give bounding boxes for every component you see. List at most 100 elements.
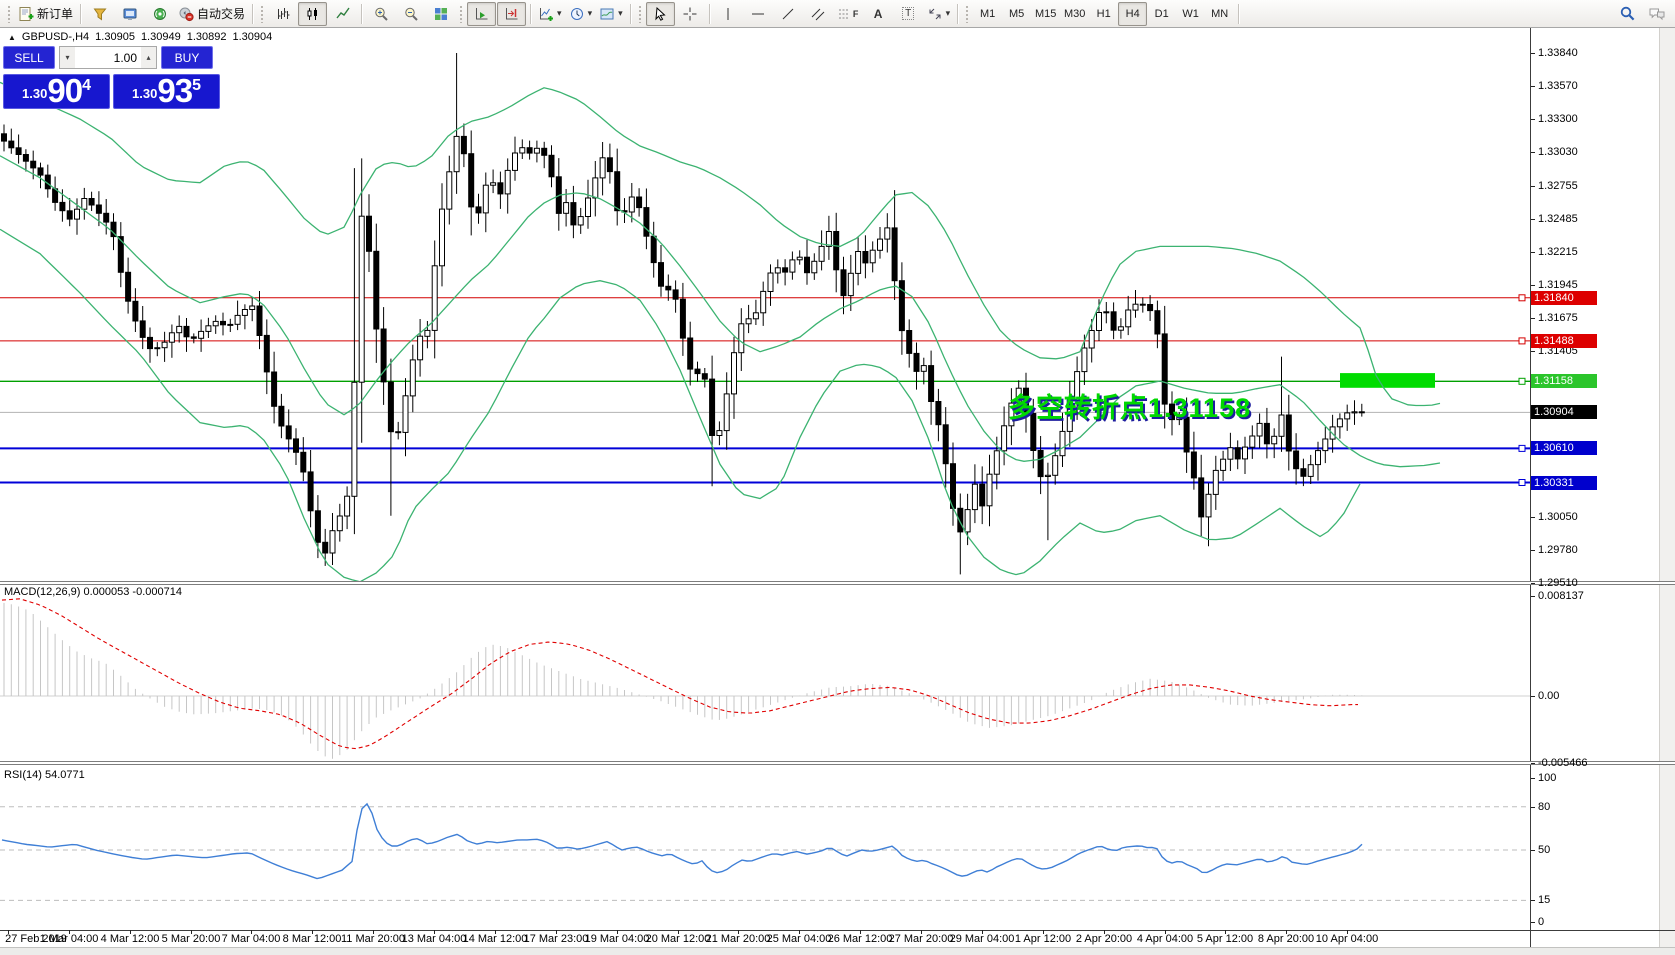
toolbar-grip[interactable]	[260, 4, 265, 23]
templates-button[interactable]: ▾	[596, 2, 626, 26]
timeframe-label: D1	[1154, 7, 1169, 20]
macd-axis-tick	[1531, 596, 1535, 597]
pane-divider[interactable]	[0, 761, 1675, 765]
timeframe-label: H1	[1096, 7, 1111, 20]
rsi-label: RSI(14) 54.0771	[4, 769, 85, 781]
timeframe-button-M5[interactable]: M5	[1002, 2, 1031, 26]
price-axis-tick	[1531, 53, 1535, 54]
toolbar-grip[interactable]	[459, 4, 464, 23]
price-axis-label: 1.29510	[1538, 577, 1578, 589]
window-scrollbar[interactable]	[1659, 28, 1675, 947]
zoom-in-button[interactable]	[366, 2, 395, 26]
volume-up-button[interactable]: ▴	[141, 47, 156, 68]
periods-caret-icon[interactable]: ▾	[587, 8, 593, 18]
rsi-axis-tick	[1531, 778, 1535, 779]
rsi-pane-canvas[interactable]	[0, 766, 1530, 930]
timeframe-button-H4[interactable]: H4	[1118, 1, 1148, 26]
time-axis-tick	[1225, 930, 1226, 934]
indicators-caret-icon[interactable]: ▾	[557, 8, 562, 18]
arrows-caret-icon[interactable]: ▾	[945, 8, 951, 18]
signal-button[interactable]	[145, 2, 174, 26]
funnel-icon	[92, 6, 108, 22]
timeframe-button-MN[interactable]: MN	[1205, 2, 1234, 26]
vertical-line-button[interactable]	[714, 2, 743, 26]
timeframe-button-W1[interactable]: W1	[1176, 2, 1205, 26]
price-axis-tick	[1531, 550, 1535, 551]
time-axis-tick	[556, 930, 557, 934]
rsi-axis-tick	[1531, 900, 1535, 901]
buy-button[interactable]: BUY	[161, 46, 213, 69]
auto-scroll-button[interactable]	[467, 1, 497, 26]
price-axis-tick	[1531, 285, 1535, 286]
chart-annotation-text[interactable]: 多空转折点1.31158	[1008, 393, 1252, 423]
tile-windows-button[interactable]	[426, 2, 455, 26]
sell-price-tile[interactable]: 1.30 90 4	[3, 74, 110, 109]
fibonacci-button[interactable]: F	[834, 2, 863, 26]
time-axis-label: 1 Apr 12:00	[1014, 933, 1072, 945]
candlestick-chart-button[interactable]	[298, 1, 328, 26]
cursor-button[interactable]	[645, 1, 675, 26]
bar-chart-icon	[275, 6, 291, 22]
volume-down-button[interactable]: ▾	[60, 47, 75, 68]
line-chart-button[interactable]	[328, 2, 357, 26]
tile-windows-icon	[433, 6, 449, 22]
clock-icon	[569, 6, 585, 22]
timeframe-button-D1[interactable]: D1	[1147, 2, 1176, 26]
timeframe-button-M15[interactable]: M15	[1031, 2, 1060, 26]
terminal-icon	[122, 6, 138, 22]
timeframe-button-M30[interactable]: M30	[1060, 2, 1089, 26]
toolbar-separator	[361, 3, 363, 24]
search-button[interactable]	[1613, 2, 1642, 26]
macd-pane-canvas[interactable]	[0, 585, 1530, 760]
hlines-layer[interactable]	[0, 297, 1530, 484]
pane-divider[interactable]	[0, 581, 1675, 585]
buy-price-tile[interactable]: 1.30 93 5	[113, 74, 220, 109]
timeframe-button-H1[interactable]: H1	[1089, 2, 1118, 26]
toolbar-grip[interactable]	[637, 4, 642, 23]
toolbar-grip[interactable]	[7, 4, 11, 23]
rsi-axis-label: 15	[1538, 894, 1551, 906]
time-axis-label: 1 Mar 04:00	[39, 933, 99, 945]
trendline-button[interactable]	[774, 2, 803, 26]
arrows-button[interactable]: ▾	[924, 2, 954, 26]
price-axis-label: 1.33030	[1538, 146, 1578, 158]
text-label-button[interactable]: T	[894, 2, 923, 26]
chart-shift-button[interactable]	[497, 1, 527, 26]
styler-button[interactable]	[85, 2, 114, 26]
time-axis-tick	[251, 930, 252, 934]
collapse-panel-icon[interactable]: ▲	[8, 32, 16, 42]
time-axis-label: 19 Mar 04:00	[584, 933, 650, 945]
templates-caret-icon[interactable]: ▾	[618, 8, 623, 18]
line-chart-icon	[335, 6, 351, 22]
hline-markers-layer[interactable]	[1518, 294, 1526, 486]
sell-button[interactable]: SELL	[3, 46, 55, 69]
horizontal-line-button[interactable]	[744, 2, 773, 26]
bar-chart-button[interactable]	[268, 2, 297, 26]
new-order-button[interactable]: 新订单	[15, 2, 76, 26]
indicators-button[interactable]: ▾	[535, 2, 565, 26]
template-icon	[599, 6, 615, 22]
rsi-axis-tick	[1531, 807, 1535, 808]
equidistant-channel-button[interactable]	[804, 2, 833, 26]
chat-button[interactable]	[1642, 2, 1671, 26]
autotrading-button[interactable]: 自动交易	[175, 2, 248, 26]
periods-button[interactable]: ▾	[566, 2, 596, 26]
main-chart-canvas[interactable]	[0, 28, 1530, 583]
toolbar-grip[interactable]	[965, 4, 970, 23]
sell-price-big: 90	[47, 72, 83, 109]
timeframe-label: W1	[1182, 7, 1199, 20]
price-axis-line	[1530, 28, 1531, 947]
time-axis-label: 21 Mar 20:00	[705, 933, 771, 945]
text-button[interactable]: A	[864, 2, 893, 26]
zoom-out-button[interactable]	[396, 2, 425, 26]
rsi-axis-tick	[1531, 850, 1535, 851]
time-axis-tick	[1043, 930, 1044, 934]
crosshair-icon	[682, 6, 698, 22]
timeframe-button-M1[interactable]: M1	[973, 2, 1002, 26]
green-rectangle-object[interactable]	[1340, 373, 1435, 388]
terminal-button[interactable]	[115, 2, 144, 26]
crosshair-button[interactable]	[676, 2, 705, 26]
autotrading-label: 自动交易	[197, 7, 246, 21]
volume-input[interactable]: 1.00	[113, 50, 137, 65]
